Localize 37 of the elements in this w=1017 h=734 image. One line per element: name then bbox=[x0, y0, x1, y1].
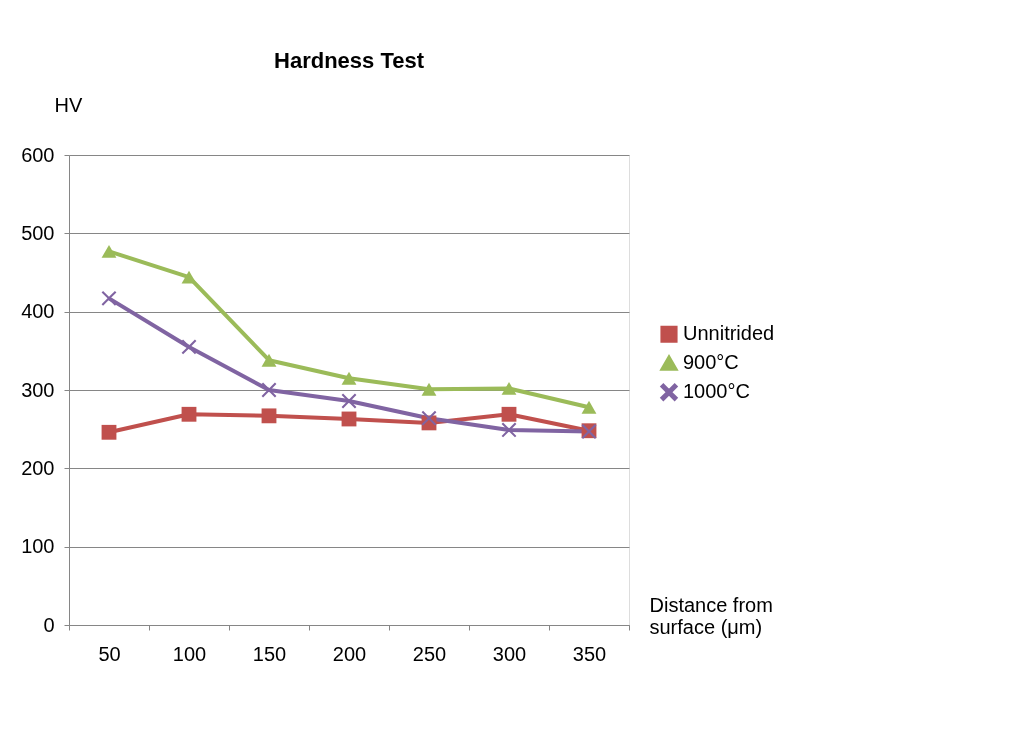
point bbox=[421, 410, 437, 426]
point bbox=[181, 270, 197, 284]
point bbox=[501, 406, 517, 422]
x-axis-title: Distance from surface (μm) bbox=[649, 593, 773, 638]
y-axis-title: HV bbox=[54, 93, 83, 116]
y-tick-label: 300 bbox=[21, 378, 55, 401]
point bbox=[101, 424, 117, 440]
point bbox=[181, 339, 197, 355]
point bbox=[181, 406, 197, 422]
point bbox=[101, 290, 117, 306]
x-tick-label: 250 bbox=[412, 642, 447, 665]
point bbox=[261, 353, 277, 367]
point bbox=[501, 382, 517, 395]
x-tick-label: 300 bbox=[492, 642, 527, 665]
point bbox=[421, 382, 437, 396]
point bbox=[261, 382, 277, 398]
point bbox=[581, 400, 597, 414]
y-tick-label: 500 bbox=[21, 221, 55, 244]
chart-title: Hardness Test bbox=[274, 48, 425, 73]
legend-label: 900°C bbox=[683, 351, 739, 374]
x-tick-label: 350 bbox=[572, 642, 607, 665]
legend-label: 1000°C bbox=[683, 380, 750, 403]
x-tick-label: 200 bbox=[332, 642, 367, 665]
point bbox=[341, 393, 357, 409]
point bbox=[501, 422, 517, 438]
x-tick-label: 100 bbox=[172, 642, 207, 665]
x-tick-label: 50 bbox=[98, 642, 121, 665]
y-tick-label: 200 bbox=[21, 456, 55, 479]
y-tick-label: 0 bbox=[43, 613, 55, 636]
point bbox=[261, 408, 277, 424]
y-tick-label: 400 bbox=[21, 300, 55, 323]
x-tick-label: 150 bbox=[252, 642, 287, 665]
point bbox=[101, 244, 117, 258]
y-tick-label: 600 bbox=[21, 143, 55, 166]
point bbox=[341, 371, 357, 385]
legend-label: Unnitrided bbox=[683, 322, 775, 345]
y-tick-label: 100 bbox=[21, 535, 55, 558]
